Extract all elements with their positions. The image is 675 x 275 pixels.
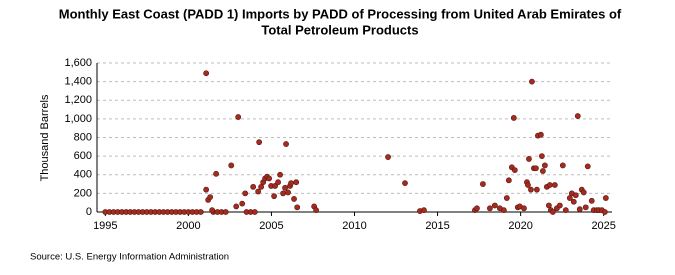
x-tick-label: 2005 bbox=[259, 220, 283, 232]
point bbox=[213, 170, 220, 177]
point bbox=[239, 200, 246, 207]
point bbox=[203, 186, 210, 193]
y-tick-label: 1,200 bbox=[64, 94, 92, 106]
chart-title: Monthly East Coast (PADD 1) Imports by P… bbox=[59, 6, 622, 21]
point bbox=[521, 205, 527, 212]
point bbox=[549, 209, 556, 215]
point bbox=[266, 175, 273, 182]
chart-title: Total Petroleum Products bbox=[261, 22, 418, 37]
point bbox=[505, 177, 512, 184]
point bbox=[526, 156, 532, 162]
y-tick-label: 400 bbox=[74, 169, 92, 181]
point bbox=[293, 179, 300, 186]
y-tick-label: 0 bbox=[86, 206, 92, 218]
point bbox=[277, 171, 283, 178]
y-tick-label: 200 bbox=[74, 187, 92, 199]
point bbox=[250, 183, 257, 190]
x-tick-label: 2020 bbox=[508, 220, 532, 232]
y-tick-label: 1,000 bbox=[64, 113, 92, 125]
point bbox=[525, 182, 531, 188]
point bbox=[574, 113, 581, 119]
point bbox=[551, 182, 558, 188]
point bbox=[280, 190, 286, 197]
point bbox=[588, 197, 595, 204]
point bbox=[511, 167, 518, 173]
point bbox=[251, 209, 258, 215]
point bbox=[256, 139, 263, 146]
point bbox=[503, 195, 510, 201]
point bbox=[562, 207, 569, 214]
point bbox=[285, 189, 291, 196]
point bbox=[537, 131, 544, 138]
point bbox=[500, 207, 507, 214]
point bbox=[570, 198, 577, 205]
point bbox=[601, 209, 608, 215]
y-tick-label: 800 bbox=[74, 131, 92, 143]
point bbox=[546, 182, 553, 188]
point bbox=[271, 193, 277, 200]
x-tick-label: 2000 bbox=[176, 220, 200, 232]
point bbox=[402, 180, 408, 187]
point bbox=[529, 78, 535, 85]
y-tick-label: 1,400 bbox=[64, 76, 92, 88]
point bbox=[209, 207, 216, 214]
point bbox=[385, 154, 391, 160]
point bbox=[291, 196, 297, 202]
point bbox=[235, 114, 242, 120]
point bbox=[294, 204, 301, 211]
point bbox=[421, 207, 427, 214]
point bbox=[272, 183, 278, 189]
point bbox=[486, 205, 493, 212]
point bbox=[572, 192, 579, 199]
point bbox=[510, 115, 517, 121]
point bbox=[255, 188, 262, 195]
y-tick-label: 1,600 bbox=[64, 57, 92, 69]
point bbox=[228, 162, 235, 169]
point bbox=[242, 190, 249, 197]
x-tick-label: 1995 bbox=[93, 220, 117, 232]
point bbox=[556, 202, 563, 209]
point bbox=[602, 195, 609, 201]
point bbox=[474, 205, 480, 212]
point bbox=[538, 153, 545, 160]
point bbox=[197, 209, 204, 215]
source: Source: U.S. Energy Information Administ… bbox=[30, 252, 229, 263]
x-tick-label: 2015 bbox=[425, 220, 449, 232]
point bbox=[222, 209, 229, 215]
point bbox=[282, 184, 288, 191]
point bbox=[534, 186, 540, 193]
point bbox=[203, 70, 210, 77]
point bbox=[584, 163, 591, 170]
point bbox=[576, 206, 583, 213]
point bbox=[283, 141, 289, 147]
point bbox=[288, 180, 294, 187]
point bbox=[207, 194, 214, 200]
point bbox=[533, 165, 539, 172]
x-tick-label: 2010 bbox=[342, 220, 366, 232]
point bbox=[480, 181, 486, 187]
point bbox=[275, 179, 281, 186]
x-tick-label: 2025 bbox=[591, 220, 615, 232]
point bbox=[528, 186, 534, 193]
point bbox=[541, 162, 548, 169]
point bbox=[559, 162, 566, 169]
point bbox=[580, 189, 587, 196]
point bbox=[491, 202, 498, 209]
point bbox=[539, 168, 546, 174]
y-axis-label: Thousand Barrels bbox=[39, 94, 51, 181]
point bbox=[313, 207, 320, 214]
point bbox=[233, 203, 240, 210]
y-tick-label: 600 bbox=[74, 150, 92, 162]
point bbox=[582, 204, 589, 211]
